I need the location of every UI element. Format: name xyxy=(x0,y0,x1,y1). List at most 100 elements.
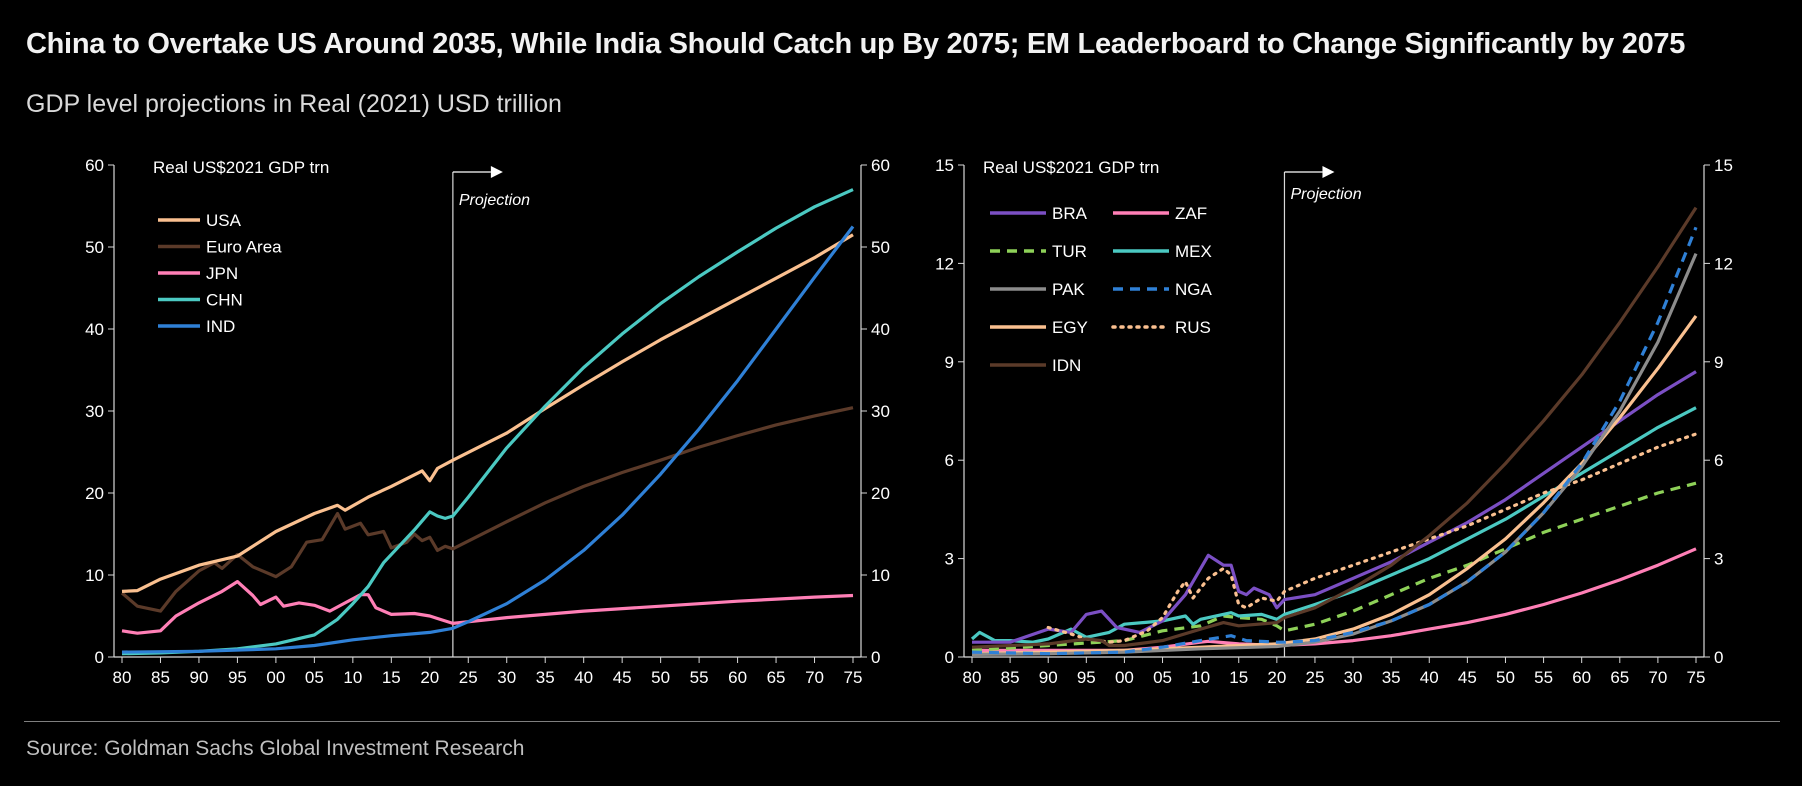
chart0-y-tick-label-left: 60 xyxy=(85,156,104,175)
chart0-x-tick-label: 20 xyxy=(420,668,439,687)
chart0-x-tick-label: 10 xyxy=(343,668,362,687)
chart0-series-line-usa xyxy=(121,233,854,593)
chart1-x-tick-label: 90 xyxy=(1039,668,1058,687)
chart0-projection-arrow-head xyxy=(490,166,503,178)
chart1-y-tick-label-right: 3 xyxy=(1714,550,1723,569)
chart1-x-tick-label: 40 xyxy=(1420,668,1439,687)
chart1-projection-label: Projection xyxy=(1290,186,1361,203)
chart0-y-tick-label-left: 20 xyxy=(85,484,104,503)
chart1-series-line-mex xyxy=(970,406,1697,644)
chart1-legend-label-egy: EGY xyxy=(1052,318,1088,337)
chart1-y-tick-label-left: 6 xyxy=(945,451,954,470)
chart1-y-tick-label-left: 12 xyxy=(935,254,954,273)
chart1-series-line-bra xyxy=(972,370,1697,644)
chart0-y-tick-label-left: 30 xyxy=(85,402,104,421)
chart0-y-tick-label-left: 10 xyxy=(85,566,104,585)
chart1-x-tick-label: 80 xyxy=(963,668,982,687)
chart1-y-tick-label-left: 0 xyxy=(945,648,954,667)
chart0-legend-label-euro-area: Euro Area xyxy=(206,238,282,257)
chart1-x-tick-label: 10 xyxy=(1191,668,1210,687)
chart0-x-tick-label: 95 xyxy=(228,668,247,687)
chart0-y-axis-label: Real US$2021 GDP trn xyxy=(153,158,329,177)
chart1-projection-arrow-head xyxy=(1322,166,1335,178)
chart0-y-tick-label-left: 40 xyxy=(85,320,104,339)
chart0-legend-label-jpn: JPN xyxy=(206,264,238,283)
source-note: Source: Goldman Sachs Global Investment … xyxy=(26,737,525,760)
chart1-legend-label-zaf: ZAF xyxy=(1175,204,1207,223)
chart0-x-tick-label: 70 xyxy=(805,668,824,687)
chart1-x-tick-label: 30 xyxy=(1344,668,1363,687)
chart0-projection-label: Projection xyxy=(459,192,530,209)
chart0-series-line-chn xyxy=(121,188,854,656)
chart1-x-tick-label: 35 xyxy=(1382,668,1401,687)
chart0-x-tick-label: 30 xyxy=(497,668,516,687)
chart0-y-tick-label-left: 50 xyxy=(85,238,104,257)
chart0-x-tick-label: 50 xyxy=(651,668,670,687)
chart1-x-tick-label: 85 xyxy=(1001,668,1020,687)
chart0-series-line-jpn xyxy=(121,580,854,635)
chart0-legend-label-ind: IND xyxy=(206,317,235,336)
chart0-x-tick-label: 15 xyxy=(382,668,401,687)
chart1-x-tick-label: 15 xyxy=(1229,668,1248,687)
chart0-x-tick-label: 90 xyxy=(189,668,208,687)
chart0-y-tick-label-left: 0 xyxy=(95,648,104,667)
chart0-y-tick-label-right: 60 xyxy=(871,156,890,175)
chart1-y-tick-label-left: 15 xyxy=(935,156,954,175)
chart1-y-axis-label: Real US$2021 GDP trn xyxy=(983,158,1159,177)
chart1-legend-label-nga: NGA xyxy=(1175,280,1213,299)
chart0-legend-label-usa: USA xyxy=(206,211,242,230)
chart1-x-tick-label: 65 xyxy=(1610,668,1629,687)
chart1-x-tick-label: 70 xyxy=(1648,668,1667,687)
chart1-x-tick-label: 00 xyxy=(1115,668,1134,687)
chart0-y-tick-label-right: 20 xyxy=(871,484,890,503)
chart0-y-tick-label-right: 0 xyxy=(871,648,880,667)
chart0-series-line-euro-area xyxy=(120,406,854,613)
chart1-x-tick-label: 45 xyxy=(1458,668,1477,687)
chart1-legend-label-rus: RUS xyxy=(1175,318,1211,337)
chart0-x-tick-label: 75 xyxy=(844,668,863,687)
chart1-legend-label-bra: BRA xyxy=(1052,204,1088,223)
chart0-y-tick-label-right: 50 xyxy=(871,238,890,257)
chart1-series-line-rus xyxy=(1046,432,1698,644)
chart1-x-tick-label: 50 xyxy=(1496,668,1515,687)
main-title: China to Overtake US Around 2035, While … xyxy=(26,28,1686,60)
chart0-x-tick-label: 35 xyxy=(536,668,555,687)
chart0-y-tick-label-right: 30 xyxy=(871,402,890,421)
chart1-x-tick-label: 60 xyxy=(1572,668,1591,687)
chart1-legend-label-tur: TUR xyxy=(1052,242,1087,261)
chart1-x-tick-label: 75 xyxy=(1687,668,1706,687)
chart1-y-tick-label-right: 12 xyxy=(1714,254,1733,273)
chart1-series-line-tur xyxy=(971,481,1697,652)
chart0-x-tick-label: 65 xyxy=(767,668,786,687)
chart1-y-tick-label-right: 9 xyxy=(1714,353,1723,372)
chart0-y-tick-label-right: 10 xyxy=(871,566,890,585)
chart0-x-tick-label: 25 xyxy=(459,668,478,687)
chart1-series-line-idn xyxy=(971,206,1698,649)
chart1-y-tick-label-right: 15 xyxy=(1714,156,1733,175)
chart0-x-tick-label: 05 xyxy=(305,668,324,687)
chart0-legend-label-chn: CHN xyxy=(206,291,243,310)
chart1-x-tick-label: 55 xyxy=(1534,668,1553,687)
footer-divider xyxy=(24,721,1780,722)
chart1-y-tick-label-right: 6 xyxy=(1714,451,1723,470)
chart0-x-tick-label: 80 xyxy=(113,668,132,687)
chart0-y-tick-label-right: 40 xyxy=(871,320,890,339)
chart0-series-line-ind xyxy=(121,225,855,654)
chart1-x-tick-label: 95 xyxy=(1077,668,1096,687)
chart0-x-tick-label: 60 xyxy=(728,668,747,687)
chart0-x-tick-label: 85 xyxy=(151,668,170,687)
chart1-y-tick-label-left: 3 xyxy=(945,550,954,569)
chart1-legend-label-idn: IDN xyxy=(1052,356,1081,375)
chart0-x-tick-label: 40 xyxy=(574,668,593,687)
chart1-x-tick-label: 20 xyxy=(1267,668,1286,687)
chart0-x-tick-label: 00 xyxy=(266,668,285,687)
chart1-x-tick-label: 25 xyxy=(1305,668,1324,687)
chart1-y-tick-label-right: 0 xyxy=(1714,648,1723,667)
chart1-x-tick-label: 05 xyxy=(1153,668,1172,687)
subtitle: GDP level projections in Real (2021) USD… xyxy=(26,90,562,118)
chart0-x-tick-label: 55 xyxy=(690,668,709,687)
chart0-x-tick-label: 45 xyxy=(613,668,632,687)
chart1-legend-label-mex: MEX xyxy=(1175,242,1212,261)
